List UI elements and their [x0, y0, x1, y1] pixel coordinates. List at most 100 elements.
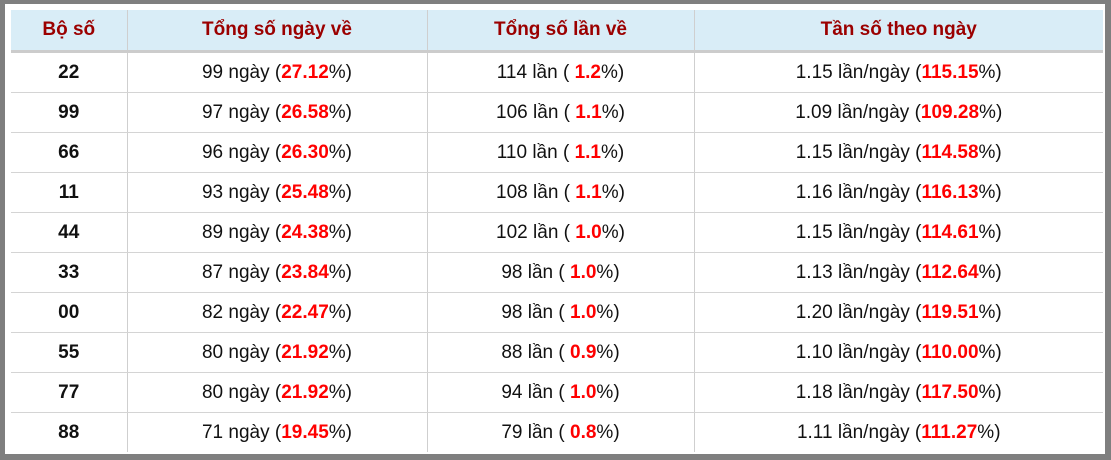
times-unit: lần [527, 301, 554, 323]
number-value: 22 [58, 61, 80, 83]
cell-frequency: 1.15 lần/ngày (115.15%) [694, 51, 1103, 93]
cell-total-times: 88 lần ( 0.9%) [427, 332, 695, 373]
cell-bo-so: 00 [11, 292, 128, 333]
times-unit: lần [527, 341, 554, 363]
freq-value: 1.16 [795, 181, 833, 203]
days-percent: 21.92 [281, 381, 329, 403]
cell-total-times: 79 lần ( 0.8%) [427, 412, 695, 452]
table-row: 44 89 ngày (24.38%) 102 lần ( 1.0%) 1.15 lầ… [11, 212, 1103, 253]
days-unit: ngày [228, 381, 270, 403]
cell-total-days: 96 ngày (26.30%) [127, 132, 428, 173]
days-percent: 24.38 [281, 221, 329, 243]
freq-value: 1.15 [795, 61, 833, 83]
days-unit: ngày [228, 141, 270, 163]
cell-total-times: 102 lần ( 1.0%) [427, 212, 695, 253]
days-value: 97 [201, 101, 224, 123]
cell-total-days: 89 ngày (24.38%) [127, 212, 428, 253]
cell-total-times: 108 lần ( 1.1%) [427, 172, 695, 213]
days-percent: 27.12 [281, 61, 329, 83]
cell-total-times: 98 lần ( 1.0%) [427, 292, 695, 333]
days-value: 82 [201, 301, 224, 323]
days-unit: ngày [228, 101, 270, 123]
cell-total-days: 71 ngày (19.45%) [127, 412, 428, 452]
times-value: 114 [496, 61, 528, 83]
cell-bo-so: 77 [11, 372, 128, 413]
freq-percent: 112.64 [921, 261, 979, 283]
times-unit: lần [533, 221, 559, 243]
days-percent: 19.45 [281, 421, 329, 443]
times-value: 110 [496, 141, 528, 163]
freq-unit: lần/ngày [838, 221, 910, 243]
freq-percent: 116.13 [921, 181, 979, 203]
header-total-days: Tổng số ngày về [127, 10, 428, 53]
cell-total-days: 97 ngày (26.58%) [127, 92, 428, 133]
days-unit: ngày [228, 221, 270, 243]
freq-value: 1.18 [795, 381, 833, 403]
times-unit: lần [533, 101, 559, 123]
number-value: 77 [58, 381, 80, 403]
times-value: 94 [501, 381, 523, 403]
freq-value: 1.15 [795, 141, 833, 163]
cell-total-days: 99 ngày (27.12%) [127, 51, 428, 93]
table-row: 77 80 ngày (21.92%) 94 lần ( 1.0%) 1.18 lần… [11, 372, 1103, 413]
times-unit: lần [533, 181, 559, 203]
table-row: 88 71 ngày (19.45%) 79 lần ( 0.8%) 1.11 lần… [11, 412, 1103, 452]
cell-bo-so: 11 [11, 172, 128, 213]
cell-total-times: 98 lần ( 1.0%) [427, 252, 695, 293]
freq-value: 1.15 [795, 221, 833, 243]
freq-unit: lần/ngày [837, 421, 910, 443]
cell-frequency: 1.11 lần/ngày (111.27%) [796, 421, 1001, 443]
cell-total-times: 106 lần ( 1.1%) [427, 92, 695, 133]
freq-unit: lần/ngày [838, 341, 910, 363]
times-percent: 1.1 [575, 101, 602, 123]
times-percent: 1.0 [575, 221, 602, 243]
freq-value: 1.10 [795, 341, 833, 363]
times-percent: 0.8 [570, 421, 597, 443]
times-value: 98 [501, 301, 523, 323]
days-unit: ngày [228, 341, 270, 363]
times-unit: lần [527, 421, 554, 443]
times-percent: 0.9 [570, 341, 597, 363]
freq-unit: lần/ngày [837, 101, 910, 123]
days-unit: ngày [228, 301, 270, 323]
days-percent: 25.48 [281, 181, 329, 203]
days-value: 80 [201, 341, 224, 363]
days-unit: ngày [228, 421, 270, 443]
freq-percent: 115.15 [921, 61, 979, 83]
cell-frequency: 1.15 lần/ngày (114.58%) [694, 132, 1103, 173]
number-value: 66 [58, 141, 80, 163]
times-value: 98 [501, 261, 523, 283]
cell-frequency: 1.18 lần/ngày (117.50%) [694, 372, 1103, 413]
cell-bo-so: 88 [11, 412, 128, 452]
cell-bo-so: 55 [11, 332, 128, 373]
days-percent: 26.58 [281, 101, 329, 123]
times-percent: 1.0 [570, 301, 597, 323]
number-value: 88 [58, 421, 80, 443]
days-value: 96 [201, 141, 224, 163]
freq-unit: lần/ngày [838, 181, 910, 203]
days-value: 87 [201, 261, 224, 283]
freq-percent: 111.27 [921, 421, 978, 443]
times-value: 102 [496, 221, 528, 243]
table-row: 33 87 ngày (23.84%) 98 lần ( 1.0%) 1.13 lần… [11, 252, 1103, 293]
table-row: 55 80 ngày (21.92%) 88 lần ( 0.9%) 1.10 lần… [11, 332, 1103, 373]
freq-percent: 110.00 [921, 341, 979, 363]
freq-unit: lần/ngày [838, 141, 910, 163]
number-value: 99 [58, 101, 80, 123]
cell-total-days: 82 ngày (22.47%) [127, 292, 428, 333]
freq-unit: lần/ngày [838, 301, 910, 323]
cell-bo-so: 22 [11, 51, 128, 93]
times-value: 108 [496, 181, 528, 203]
cell-frequency: 1.10 lần/ngày (110.00%) [694, 332, 1103, 373]
cell-total-times: 94 lần ( 1.0%) [427, 372, 695, 413]
freq-value: 1.11 [796, 421, 833, 443]
times-value: 88 [501, 341, 523, 363]
times-percent: 1.0 [570, 381, 597, 403]
days-unit: ngày [228, 61, 270, 83]
table-row: 11 93 ngày (25.48%) 108 lần ( 1.1%) 1.16 lầ… [11, 172, 1103, 213]
cell-total-days: 80 ngày (21.92%) [127, 372, 428, 413]
freq-unit: lần/ngày [838, 61, 910, 83]
freq-percent: 109.28 [920, 101, 980, 123]
days-percent: 21.92 [281, 341, 329, 363]
cell-total-times: 114 lần ( 1.2%) [427, 51, 695, 93]
